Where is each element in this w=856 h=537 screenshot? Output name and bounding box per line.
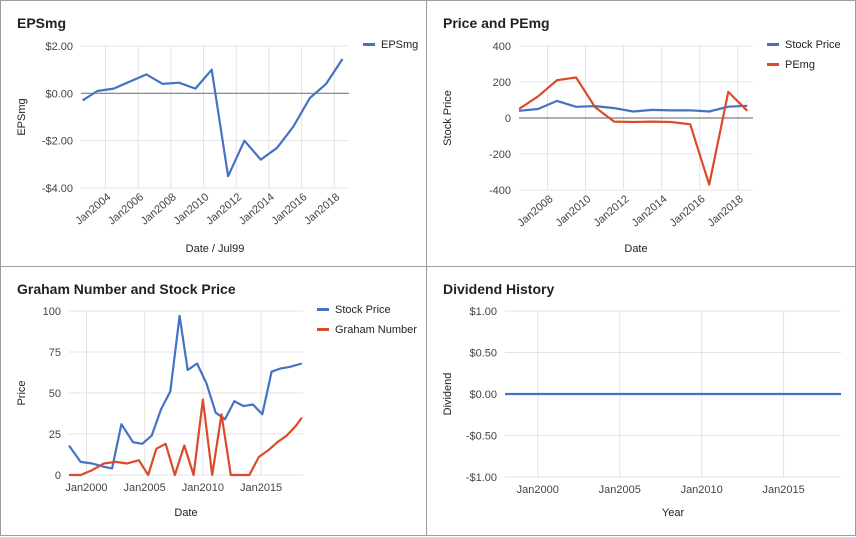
- price-pemg-chart-panel: Price and PEmg 400 200 0 -200 -400 Jan2008 Jan2…: [426, 0, 856, 268]
- x-tick-label: Jan2010: [171, 191, 211, 227]
- legend-swatch: [767, 43, 779, 46]
- y-tick-label: -$0.50: [466, 431, 497, 443]
- legend-entry: EPSmg: [381, 39, 418, 51]
- legend-entry: Graham Number: [335, 324, 417, 336]
- x-axis-label: Year: [662, 507, 685, 519]
- x-tick-label: Jan2010: [553, 193, 593, 229]
- series-line: [518, 99, 748, 113]
- y-tick-label: $2.00: [45, 41, 73, 53]
- x-tick-label: Jan2008: [139, 191, 179, 227]
- epsmg-chart: EPSmg$2.00$0.00-$2.00-$4.00Jan2004Jan200…: [16, 15, 418, 255]
- legend-entry: PEmg: [785, 59, 815, 71]
- y-axis-label: EPSmg: [16, 98, 28, 135]
- x-axis-label: Date: [624, 243, 647, 255]
- legend-swatch: [317, 308, 329, 311]
- y-tick-label: $0.00: [469, 389, 497, 401]
- x-tick-label: Jan2015: [763, 484, 805, 496]
- x-tick-label: Jan2018: [706, 193, 746, 229]
- series-line: [518, 76, 749, 186]
- x-axis-label: Date / Jul99: [186, 243, 245, 255]
- y-axis-label: Dividend: [442, 373, 454, 416]
- y-tick-label: 50: [49, 388, 61, 400]
- y-tick-label: $0.50: [469, 348, 497, 360]
- series-line: [69, 398, 303, 477]
- y-tick-label: 100: [43, 306, 61, 318]
- x-tick-label: Jan2004: [73, 191, 113, 227]
- y-axis-label: Stock Price: [442, 90, 454, 146]
- chart-title: EPSmg: [17, 15, 66, 31]
- x-tick-label: Jan2018: [302, 191, 342, 227]
- chart-title: Graham Number and Stock Price: [17, 281, 236, 297]
- series-line: [82, 58, 344, 178]
- y-tick-label: 25: [49, 429, 61, 441]
- y-tick-label: 0: [55, 470, 61, 482]
- dividend-history-chart-panel: Dividend History $1.00 $0.50 $0.00 -$0.50 -$1…: [426, 266, 856, 536]
- legend-swatch: [767, 63, 779, 66]
- graham-number-chart: Graham Number and Stock Price1007550250J…: [16, 281, 417, 519]
- chart-title: Price and PEmg: [443, 15, 550, 31]
- x-tick-label: Jan2010: [681, 484, 723, 496]
- legend-swatch: [363, 43, 375, 46]
- x-tick-label: Jan2012: [204, 191, 244, 227]
- y-tick-label: -$1.00: [466, 472, 497, 484]
- y-tick-label: 75: [49, 347, 61, 359]
- legend-entry: Stock Price: [335, 304, 391, 316]
- x-tick-label: Jan2006: [106, 191, 146, 227]
- y-tick-label: 200: [493, 77, 511, 89]
- y-axis-label: Price: [16, 380, 28, 405]
- y-tick-label: -200: [489, 149, 511, 161]
- y-tick-label: 0: [505, 113, 511, 125]
- y-tick-label: $0.00: [45, 88, 73, 100]
- price-pemg-chart: Price and PEmg4002000-200-400Jan2008Jan2…: [442, 15, 841, 255]
- x-tick-label: Jan2010: [182, 482, 224, 494]
- series-line: [68, 314, 303, 470]
- x-tick-label: Jan2016: [668, 193, 708, 229]
- x-tick-label: Jan2012: [592, 193, 632, 229]
- x-tick-label: Jan2016: [269, 191, 309, 227]
- dividend-history-chart: Dividend History $1.00 $0.50 $0.00 -$0.50 -$1…: [442, 281, 841, 519]
- x-tick-label: Jan2015: [240, 482, 282, 494]
- y-tick-label: -$4.00: [42, 183, 73, 195]
- y-tick-label: -400: [489, 185, 511, 197]
- epsmg-chart-panel: EPSmg $2.00 $0.00 -$2.00 -$4.00 Jan2004 Jan200…: [0, 0, 428, 268]
- x-tick-label: Jan2000: [65, 482, 107, 494]
- x-tick-label: Jan2000: [517, 484, 559, 496]
- x-tick-label: Jan2014: [630, 193, 670, 229]
- legend-swatch: [317, 328, 329, 331]
- y-tick-label: -$2.00: [42, 136, 73, 148]
- x-tick-label: Jan2005: [599, 484, 641, 496]
- graham-number-chart-panel: Graham Number and Stock Price 100 75 50 25 0 J…: [0, 266, 428, 536]
- x-axis-label: Date: [174, 507, 197, 519]
- y-tick-label: $1.00: [469, 306, 497, 318]
- legend-entry: Stock Price: [785, 39, 841, 51]
- x-tick-label: Jan2005: [124, 482, 166, 494]
- y-tick-label: 400: [493, 41, 511, 53]
- chart-title: Dividend History: [443, 281, 554, 297]
- x-tick-label: Jan2014: [237, 191, 277, 227]
- x-tick-label: Jan2008: [515, 193, 555, 229]
